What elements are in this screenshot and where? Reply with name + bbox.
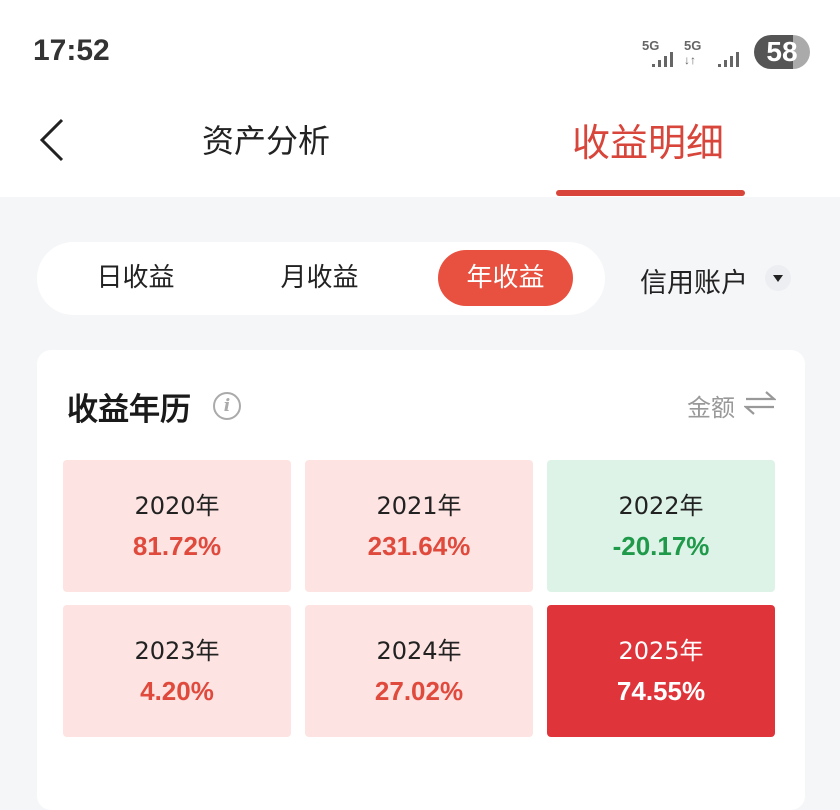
year-cell[interactable]: 2024年 27.02% [305, 605, 533, 737]
account-dropdown[interactable]: 信用账户 [640, 268, 748, 299]
year-return: 27.02% [374, 676, 464, 706]
year-cell[interactable]: 2021年 231.64% [305, 460, 533, 592]
top-bar: 17:52 5G 5G ↓↑ 58 资产分析 收益明细 [0, 0, 840, 197]
card-title: 收益年历 [67, 392, 191, 428]
segment-yearly[interactable]: 年收益 [438, 250, 573, 306]
back-arrow-icon[interactable] [38, 118, 68, 162]
year-cell[interactable]: 2020年 81.72% [63, 460, 291, 592]
year-label: 2024年 [376, 637, 462, 665]
segment-daily[interactable]: 日收益 [96, 263, 175, 293]
signal-icon-2 [718, 52, 739, 67]
segment-monthly[interactable]: 月收益 [280, 263, 359, 293]
year-return: 81.72% [132, 531, 222, 561]
year-return: 4.20% [140, 676, 214, 706]
year-cell[interactable]: 2025年 74.55% [547, 605, 775, 737]
year-label: 2022年 [618, 492, 704, 520]
tab-asset-analysis[interactable]: 资产分析 [202, 122, 331, 160]
tab-income-detail[interactable]: 收益明细 [572, 121, 725, 165]
year-label: 2021年 [376, 492, 462, 520]
period-segment: 日收益 月收益 年收益 [37, 242, 605, 315]
dropdown-caret-icon[interactable] [765, 265, 791, 291]
yearly-calendar-card: 收益年历 i 金额 2020年 81.72% 2021年 231.64% 2022年… [37, 350, 805, 810]
status-time: 17:52 [33, 34, 110, 67]
signal-icon [652, 52, 673, 67]
active-tab-indicator [556, 190, 745, 196]
year-label: 2020年 [134, 492, 220, 520]
year-return: 74.55% [616, 676, 706, 706]
year-return: -20.17% [612, 531, 710, 561]
amount-toggle[interactable]: 金额 [687, 394, 735, 422]
swap-icon[interactable] [744, 390, 776, 416]
info-icon[interactable]: i [213, 392, 241, 420]
year-label: 2023年 [134, 637, 220, 665]
year-return: 231.64% [367, 531, 471, 561]
battery-indicator: 58 [754, 35, 810, 69]
year-cell[interactable]: 2022年 -20.17% [547, 460, 775, 592]
data-arrows-icon: ↓↑ [684, 53, 696, 67]
sim1-label: 5G [642, 38, 660, 53]
sim2-label: 5G [684, 38, 702, 53]
year-cell[interactable]: 2023年 4.20% [63, 605, 291, 737]
year-label: 2025年 [618, 637, 704, 665]
